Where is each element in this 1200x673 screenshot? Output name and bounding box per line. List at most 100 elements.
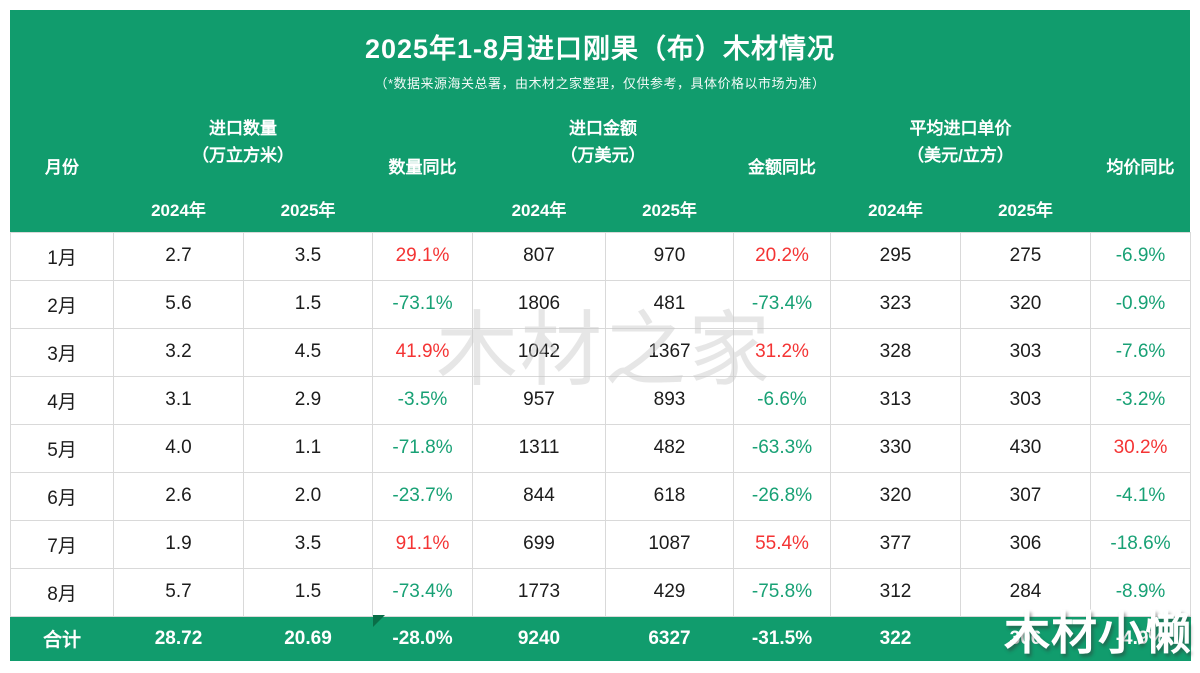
table-cell: 957 — [472, 375, 606, 425]
month-cell: 1月 — [10, 231, 114, 281]
table-cell: 295 — [830, 231, 961, 281]
table-row: 5月 4.0 1.1 -71.8% 1311 482 -63.3% 330 43… — [10, 423, 1192, 473]
total-row: 合计 28.72 20.69 -28.0% 9240 6327 -31.5% 3… — [10, 616, 1191, 661]
yoy-cell: -73.4% — [372, 567, 473, 617]
yoy-cell: 30.2% — [1090, 423, 1192, 473]
yoy-cell: -6.9% — [1090, 231, 1192, 281]
table-row: 3月 3.2 4.5 41.9% 1042 1367 31.2% 328 303… — [10, 327, 1192, 377]
month-cell: 3月 — [10, 327, 114, 377]
table-row: 6月 2.6 2.0 -23.7% 844 618 -26.8% 320 307… — [10, 471, 1192, 521]
yoy-cell: 41.9% — [372, 327, 473, 377]
total-cell: 306 — [960, 616, 1091, 661]
table-cell: 377 — [830, 519, 961, 569]
report-subtitle: （*数据来源海关总署，由木材之家整理，仅供参考，具体价格以市场为准） — [374, 75, 826, 91]
table-cell: 4.0 — [113, 423, 244, 473]
table-cell: 1367 — [605, 327, 734, 377]
header-qty-year-2025: 2025年 — [280, 200, 336, 220]
yoy-cell: 20.2% — [733, 231, 831, 281]
header-qty-year-2024: 2024年 — [151, 200, 206, 220]
table-cell: 2.6 — [113, 471, 244, 521]
table-cell: 893 — [605, 375, 734, 425]
month-cell: 2月 — [10, 279, 114, 329]
table-cell: 429 — [605, 567, 734, 617]
month-cell: 8月 — [10, 567, 114, 617]
table-cell: 303 — [959, 327, 1092, 377]
table-cell: 328 — [830, 327, 961, 377]
table-cell: 1042 — [472, 327, 606, 377]
yoy-cell: -18.6% — [1090, 519, 1192, 569]
yoy-cell: -7.6% — [1090, 327, 1192, 377]
table-cell: 320 — [830, 471, 961, 521]
yoy-cell: -73.4% — [733, 279, 831, 329]
month-cell: 7月 — [10, 519, 114, 569]
total-cell: -28.0% — [372, 616, 473, 661]
yoy-cell: -6.6% — [733, 375, 831, 425]
header-price-year-2024: 2024年 — [868, 200, 923, 220]
table-cell: 970 — [605, 231, 734, 281]
table-cell: 323 — [830, 279, 961, 329]
table-cell: 275 — [959, 231, 1092, 281]
table-row: 8月 5.7 1.5 -73.4% 1773 429 -75.8% 312 28… — [10, 567, 1192, 617]
table-cell: 2.0 — [243, 471, 373, 521]
table-cell: 5.6 — [113, 279, 244, 329]
total-cell: 28.72 — [113, 616, 244, 661]
table-cell: 5.7 — [113, 567, 244, 617]
header-import-amount-group: 进口金额 （万美元） — [473, 100, 734, 185]
yoy-cell: -63.3% — [733, 423, 831, 473]
header-month: 月份 — [45, 158, 79, 178]
yoy-cell: -0.9% — [1090, 279, 1192, 329]
table-cell: 4.5 — [243, 327, 373, 377]
table-cell: 482 — [605, 423, 734, 473]
table-row: 7月 1.9 3.5 91.1% 699 1087 55.4% 377 306 … — [10, 519, 1192, 569]
table-cell: 844 — [472, 471, 606, 521]
table-cell: 3.2 — [113, 327, 244, 377]
report-title: 2025年1-8月进口刚果（布）木材情况 — [364, 33, 836, 64]
table-cell: 1.5 — [243, 279, 373, 329]
yoy-cell: 29.1% — [372, 231, 473, 281]
table-header: 月份 进口数量 （万立方米） 数量同比 进口金额 （万美元） 金额同比 平均进口… — [11, 100, 1191, 232]
table-row: 1月 2.7 3.5 29.1% 807 970 20.2% 295 275 -… — [10, 231, 1192, 281]
table-cell: 312 — [830, 567, 961, 617]
yoy-cell: -4.1% — [1090, 471, 1192, 521]
month-cell: 5月 — [10, 423, 114, 473]
header-import-amount-label: 进口金额 — [569, 119, 637, 139]
total-cell: 20.69 — [243, 616, 373, 661]
cell-corner-marker-icon — [373, 615, 385, 627]
yoy-cell: -23.7% — [372, 471, 473, 521]
table-row: 4月 3.1 2.9 -3.5% 957 893 -6.6% 313 303 -… — [10, 375, 1192, 425]
table-cell: 1311 — [472, 423, 606, 473]
table-cell: 1773 — [472, 567, 606, 617]
yoy-cell: 55.4% — [733, 519, 831, 569]
header-quantity-yoy: 数量同比 — [388, 158, 457, 178]
table-cell: 306 — [959, 519, 1092, 569]
header-amt-year-2025: 2025年 — [642, 200, 697, 220]
header-avg-unit-price-unit: （美元/立方） — [907, 145, 1014, 165]
header-import-quantity-unit: （万立方米） — [192, 145, 294, 165]
table-cell: 1.1 — [243, 423, 373, 473]
header-avg-unit-price-label: 平均进口单价 — [909, 119, 1012, 139]
header-import-quantity-label: 进口数量 — [209, 119, 277, 139]
table-cell: 307 — [959, 471, 1092, 521]
total-cell: 6327 — [605, 616, 734, 661]
table-cell: 618 — [605, 471, 734, 521]
total-cell: 322 — [830, 616, 961, 661]
table-cell: 303 — [959, 375, 1092, 425]
yoy-cell: 31.2% — [733, 327, 831, 377]
table-cell: 3.5 — [243, 231, 373, 281]
total-cell: -31.5% — [733, 616, 831, 661]
table-row: 2月 5.6 1.5 -73.1% 1806 481 -73.4% 323 32… — [10, 279, 1192, 329]
title-block: 2025年1-8月进口刚果（布）木材情况 （*数据来源海关总署，由木材之家整理，… — [10, 10, 1190, 100]
header-price-year-2025: 2025年 — [998, 200, 1053, 220]
table-cell: 284 — [959, 567, 1092, 617]
yoy-cell: -3.5% — [372, 375, 473, 425]
month-cell: 6月 — [10, 471, 114, 521]
total-cell: 合计 — [10, 616, 114, 661]
table-cell: 313 — [830, 375, 961, 425]
table-cell: 3.1 — [113, 375, 244, 425]
table-cell: 1806 — [472, 279, 606, 329]
report-card: 2025年1-8月进口刚果（布）木材情况 （*数据来源海关总署，由木材之家整理，… — [10, 10, 1192, 661]
table-cell: 320 — [959, 279, 1092, 329]
header-amount-yoy: 金额同比 — [748, 158, 816, 178]
yoy-cell: -73.1% — [372, 279, 473, 329]
table-footer: 合计 28.72 20.69 -28.0% 9240 6327 -31.5% 3… — [10, 616, 1191, 661]
